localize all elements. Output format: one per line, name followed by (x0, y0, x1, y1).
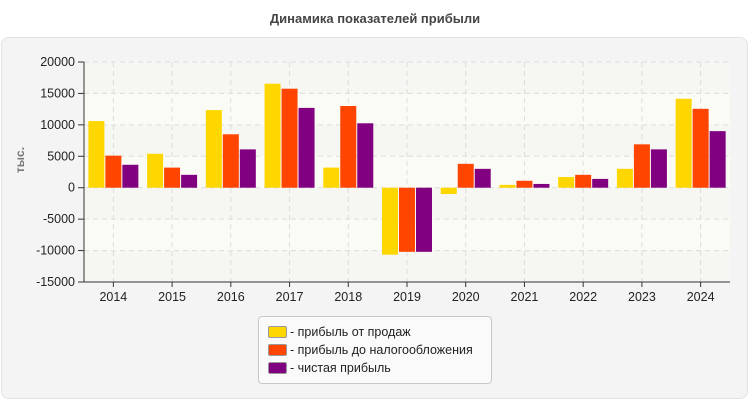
y-tick-label: -5000 (43, 212, 75, 226)
bar (122, 164, 139, 188)
legend-label: - прибыль до налогообложения (290, 343, 473, 357)
bar (88, 121, 105, 188)
x-tick-label: 2019 (393, 290, 421, 304)
bar (474, 168, 491, 188)
bar (533, 183, 550, 188)
bar (616, 168, 633, 188)
x-tick-label: 2022 (569, 290, 597, 304)
bar (147, 153, 164, 188)
legend-label: - прибыль от продаж (290, 325, 411, 339)
legend-swatch (268, 344, 287, 356)
bar (205, 110, 222, 188)
bar (399, 187, 415, 252)
y-axis-label: тыс. (13, 147, 27, 173)
legend-label: - чистая прибыль (290, 361, 391, 375)
bar (239, 149, 256, 188)
legend-item: - чистая прибыль (268, 360, 391, 376)
bar (281, 88, 298, 188)
legend-swatch (268, 362, 287, 374)
y-tick-label: 10000 (40, 118, 75, 132)
bar (558, 177, 575, 188)
x-tick-label: 2024 (687, 290, 715, 304)
grid-band (84, 124, 730, 157)
y-tick-label: -15000 (36, 275, 75, 289)
chart-title: Динамика показателей прибыли (269, 11, 481, 26)
bar (105, 155, 122, 188)
bar (164, 167, 181, 188)
bar (264, 83, 281, 188)
bar (457, 163, 474, 188)
legend-item: - прибыль от продаж (268, 324, 411, 340)
x-tick-label: 2016 (217, 290, 245, 304)
bar (692, 108, 709, 188)
x-tick-label: 2021 (511, 290, 539, 304)
y-tick-label: -10000 (36, 244, 75, 258)
bar (499, 184, 516, 188)
x-tick-label: 2017 (276, 290, 304, 304)
bar (709, 131, 726, 188)
bar (382, 187, 398, 255)
grid-band (84, 62, 730, 94)
bar (575, 174, 592, 188)
legend: - прибыль от продаж - прибыль до налогоо… (258, 316, 492, 384)
bar (222, 134, 239, 188)
y-tick-label: 15000 (40, 86, 75, 100)
bar (323, 167, 340, 188)
bar (633, 144, 650, 188)
bar (416, 187, 432, 252)
bar (298, 107, 315, 188)
bar (516, 180, 533, 188)
x-tick-label: 2023 (628, 290, 656, 304)
y-tick-label: 20000 (40, 55, 75, 69)
legend-item: - прибыль до налогообложения (268, 342, 473, 358)
y-tick-label: 0 (68, 181, 75, 195)
bar (675, 98, 692, 188)
legend-swatch (268, 326, 287, 338)
x-tick-label: 2014 (99, 290, 127, 304)
bar (440, 187, 457, 194)
bar (592, 178, 609, 188)
x-tick-label: 2020 (452, 290, 480, 304)
x-tick-label: 2018 (334, 290, 362, 304)
bar (181, 174, 198, 188)
x-tick-label: 2015 (158, 290, 186, 304)
y-tick-label: 5000 (47, 149, 75, 163)
bar (340, 106, 357, 188)
bar (650, 149, 667, 188)
bar (357, 123, 374, 188)
